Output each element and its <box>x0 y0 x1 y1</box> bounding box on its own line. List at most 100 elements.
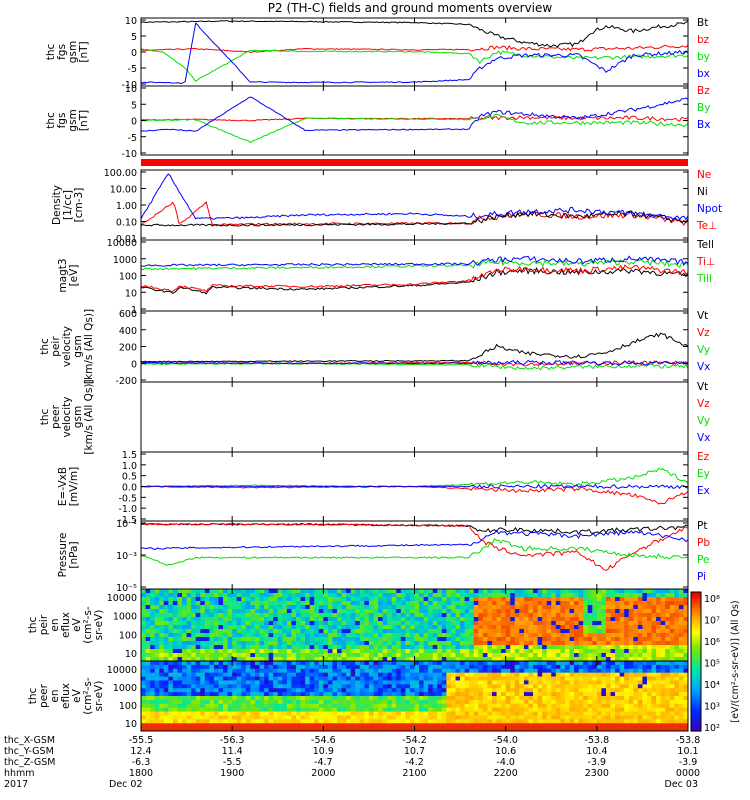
heatmap-cell <box>619 649 625 654</box>
heatmap-cell <box>218 664 224 670</box>
heatmap-cell <box>245 715 251 720</box>
heatmap-cell <box>254 661 261 666</box>
heatmap-cell <box>674 727 680 732</box>
heatmap-cell <box>172 589 178 594</box>
heatmap-cell <box>241 692 247 697</box>
heatmap-cell <box>236 719 242 724</box>
heatmap-cell <box>501 707 507 713</box>
heatmap-cell <box>610 605 616 610</box>
heatmap-cell <box>619 593 625 598</box>
heatmap-cell <box>464 629 470 634</box>
colorbar-segment <box>691 668 701 672</box>
heatmap-cell <box>464 672 470 678</box>
heatmap-cell <box>551 589 557 594</box>
heatmap-cell <box>204 629 210 634</box>
heatmap-cell <box>592 613 598 618</box>
heatmap-cell <box>528 625 534 630</box>
heatmap-cell <box>624 699 630 705</box>
heatmap-cell <box>587 676 593 681</box>
heatmap-cell <box>432 629 438 634</box>
heatmap-cell <box>305 589 311 594</box>
heatmap-cell <box>318 703 324 709</box>
heatmap-cell <box>501 633 507 638</box>
heatmap-cell <box>346 680 352 685</box>
heatmap-cell <box>683 707 689 713</box>
heatmap-cell <box>159 711 165 716</box>
heatmap-cell <box>209 657 215 662</box>
heatmap-cell <box>364 707 370 713</box>
heatmap-cell <box>587 664 593 670</box>
heatmap-cell <box>195 597 201 602</box>
heatmap-cell <box>642 653 648 658</box>
heatmap-cell <box>615 703 621 709</box>
heatmap-cell <box>642 676 648 681</box>
heatmap-cell <box>669 613 675 618</box>
heatmap-cell <box>182 711 188 716</box>
heatmap-cell <box>154 633 160 638</box>
heatmap-cell <box>409 719 415 724</box>
heatmap-cell <box>678 723 684 728</box>
heatmap-cell <box>264 637 270 642</box>
heatmap-cell <box>195 617 201 622</box>
heatmap-cell <box>628 676 634 681</box>
heatmap-cell <box>209 613 215 618</box>
heatmap-cell <box>656 637 662 642</box>
heatmap-cell <box>300 637 306 642</box>
heatmap-cell <box>473 637 479 642</box>
heatmap-cell <box>177 668 183 674</box>
heatmap-cell <box>200 676 206 681</box>
heatmap-cell <box>163 637 169 642</box>
heatmap-cell <box>450 668 457 674</box>
heatmap-cell <box>510 649 516 654</box>
heatmap-cell <box>560 605 566 610</box>
heatmap-cell <box>496 613 502 618</box>
heatmap-cell <box>241 684 247 689</box>
heatmap-cell <box>327 609 333 614</box>
heatmap-cell <box>624 680 630 685</box>
heatmap-cell <box>633 633 639 638</box>
heatmap-cell <box>624 597 630 602</box>
heatmap-cell <box>368 727 374 732</box>
heatmap-cell <box>346 601 352 606</box>
heatmap-cell <box>209 625 215 630</box>
heatmap-cell <box>628 593 634 598</box>
heatmap-cell <box>482 688 488 693</box>
heatmap-cell <box>295 668 302 674</box>
heatmap-cell <box>191 715 197 720</box>
heatmap-cell <box>254 707 261 713</box>
heatmap-cell <box>564 707 570 713</box>
heatmap-cell <box>268 625 274 630</box>
heatmap-cell <box>574 653 580 658</box>
heatmap-cell <box>323 696 329 701</box>
heatmap-cell <box>441 723 447 728</box>
heatmap-cell <box>154 711 160 716</box>
heatmap-cell <box>619 633 625 638</box>
heatmap-cell <box>574 629 580 634</box>
heatmap-cell <box>523 637 529 642</box>
heatmap-cell <box>191 597 197 602</box>
heatmap-cell <box>177 719 183 724</box>
heatmap-cell <box>186 605 192 610</box>
panel-ylabel: peir <box>50 336 62 357</box>
heatmap-cell <box>450 597 457 602</box>
heatmap-cell <box>350 629 356 634</box>
panel-frame <box>140 520 689 590</box>
heatmap-cell <box>528 727 534 732</box>
heatmap-cell <box>409 664 415 670</box>
heatmap-cell <box>400 641 406 646</box>
heatmap-cell <box>619 684 625 689</box>
heatmap-cell <box>482 727 488 732</box>
heatmap-cell <box>154 696 160 701</box>
heatmap-cell <box>387 676 393 681</box>
heatmap-cell <box>683 715 689 720</box>
heatmap-cell <box>683 653 689 658</box>
heatmap-cell <box>291 727 297 732</box>
heatmap-cell <box>305 629 311 634</box>
heatmap-cell <box>460 692 466 697</box>
colorbar-segment <box>691 610 701 614</box>
heatmap-cell <box>437 672 443 678</box>
heatmap-cell <box>519 621 525 626</box>
heatmap-cell <box>651 672 657 678</box>
heatmap-cell <box>409 711 415 716</box>
heatmap-cell <box>605 621 612 626</box>
